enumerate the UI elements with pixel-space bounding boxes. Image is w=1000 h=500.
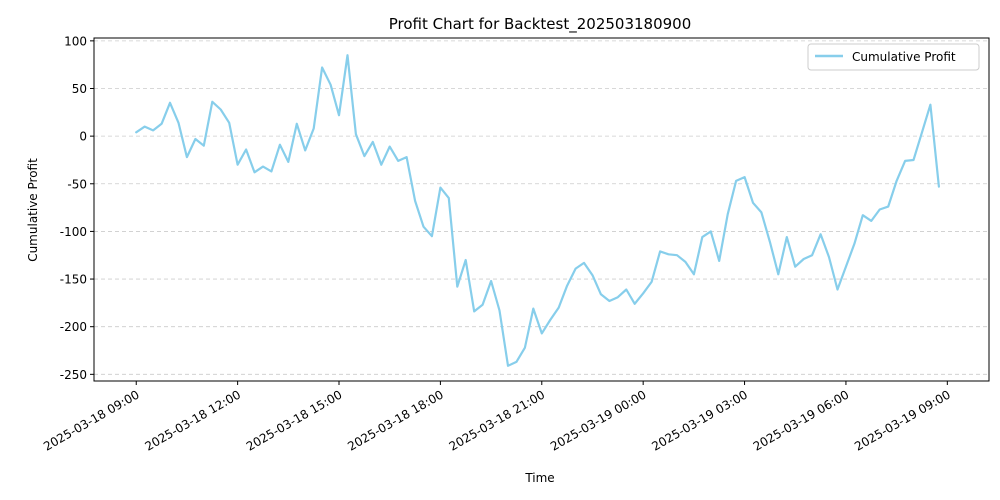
y-tick-label: -100 [60,225,87,239]
y-tick-label: -50 [67,177,87,191]
y-axis-title: Cumulative Profit [26,158,40,262]
y-tick-label: 50 [72,82,87,96]
series-line-cumulative-profit [135,54,941,367]
series-layer [135,54,941,367]
grid-lines [94,40,989,375]
y-tick-label: -250 [60,368,87,382]
chart-title: Profit Chart for Backtest_202503180900 [389,15,692,34]
legend-box [807,43,980,71]
legend-label-cumulative-profit: Cumulative Profit [852,50,956,64]
y-tick-label: 100 [64,34,87,48]
y-tick-label: 0 [79,130,87,144]
x-axis-title: Time [524,471,554,485]
y-tick-label: -150 [60,273,87,287]
plot-area [94,38,989,381]
y-tick-label: -200 [60,320,87,334]
legend: Cumulative Profit [807,43,980,71]
y-axis-ticks: -250 -200 -150 -100 -50 0 50 100 [60,34,94,382]
